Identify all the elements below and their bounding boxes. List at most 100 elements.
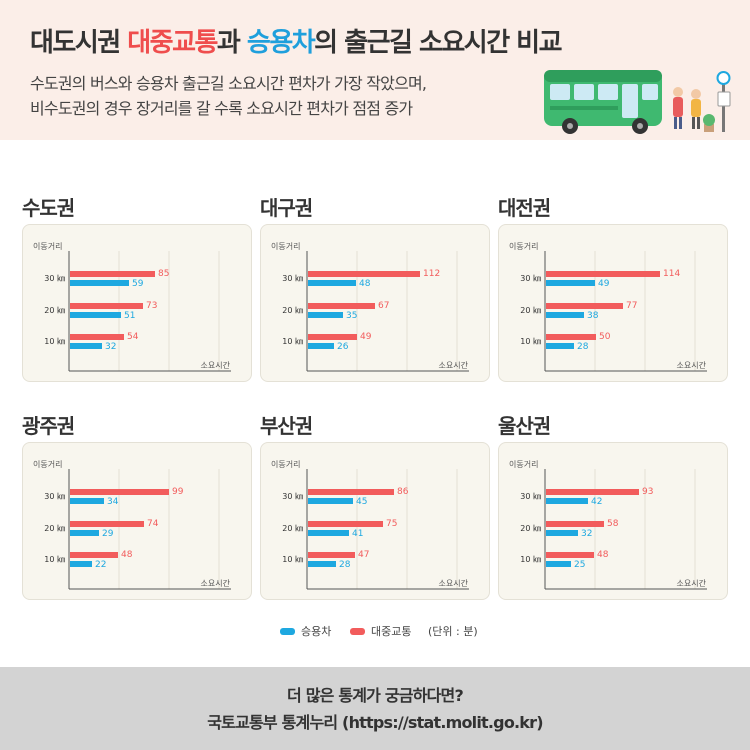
legend-unit-label: (단위 : 분) [428,625,478,638]
data-label-transit: 86 [397,487,409,497]
category-label: 10 ㎞ [44,337,65,346]
bar-transit [70,552,118,558]
y-axis-label: 이동거리 [509,241,538,251]
title-part: 의 출근길 소요시간 비교 [314,28,562,58]
data-label-transit: 49 [360,332,372,342]
data-label-transit: 114 [663,269,680,279]
chart-panel: 이동거리 소요시간 30 ㎞ 112 48 20 ㎞ 67 35 10 ㎞ 49 26 [260,224,490,382]
chart-panel: 이동거리 소요시간 30 ㎞ 93 42 20 ㎞ 58 32 10 ㎞ 48 25 [498,442,728,600]
chart-panel: 이동거리 소요시간 30 ㎞ 99 34 20 ㎞ 74 29 10 ㎞ 48 22 [22,442,252,600]
chart-panel: 이동거리 소요시간 30 ㎞ 86 45 20 ㎞ 75 41 10 ㎞ 47 28 [260,442,490,600]
data-label-car: 42 [591,497,602,507]
bar-car [308,343,334,349]
bar-car [70,498,104,504]
bar-transit [70,334,124,340]
data-label-car: 48 [359,279,371,289]
chart-legend: 승용차 대중교통 (단위 : 분) [0,623,750,643]
data-label-transit: 67 [378,301,389,311]
region-title: 광주권 [22,414,75,438]
y-axis-label: 이동거리 [509,459,538,469]
data-label-transit: 48 [597,550,609,560]
category-label: 10 ㎞ [282,555,303,564]
x-axis-label: 소요시간 [677,578,707,588]
data-label-transit: 74 [147,519,159,529]
data-label-car: 29 [102,529,114,539]
title-transit: 대중교통 [127,28,218,58]
legend-label-car: 승용차 [301,625,332,638]
region-title: 부산권 [260,414,313,438]
region-title: 울산권 [498,414,551,438]
category-label: 20 ㎞ [520,306,541,315]
data-label-transit: 50 [599,332,611,342]
legend-swatch-car [280,627,295,635]
person-icon [673,87,683,97]
bar-transit [546,489,639,495]
data-label-car: 38 [587,311,599,321]
bar-transit [546,552,594,558]
header-bottom-band [0,140,750,150]
bar-car [546,530,578,536]
y-axis-label: 이동거리 [33,459,62,469]
data-label-transit: 47 [358,550,369,560]
data-label-car: 34 [107,497,119,507]
data-label-car: 35 [346,311,357,321]
bar-car [308,312,343,318]
chart-panel: 이동거리 소요시간 30 ㎞ 85 59 20 ㎞ 73 51 10 ㎞ 54 32 [22,224,252,382]
data-label-car: 26 [337,342,349,352]
data-label-car: 49 [598,279,610,289]
page-title: 대도시권 대중교통과 승용차의 출근길 소요시간 비교 [30,22,563,59]
title-car: 승용차 [246,28,316,58]
category-label: 10 ㎞ [520,337,541,346]
data-label-car: 28 [577,342,589,352]
data-label-car: 32 [105,342,116,352]
category-label: 10 ㎞ [520,555,541,564]
y-axis-label: 이동거리 [271,241,300,251]
bar-transit [70,271,155,277]
data-label-car: 51 [124,311,135,321]
legend-swatch-transit [350,627,365,635]
bar-car [70,530,99,536]
bar-transit [70,521,144,527]
bar-transit [308,334,357,340]
bar-car [546,312,584,318]
category-label: 20 ㎞ [44,524,65,533]
data-label-car: 32 [581,529,592,539]
bar-transit [308,552,355,558]
bar-transit [546,271,660,277]
data-label-transit: 73 [146,301,157,311]
footer-link[interactable]: 국토교통부 통계누리 (https://stat.molit.go.kr) [207,713,543,732]
data-label-transit: 77 [626,301,637,311]
data-label-transit: 93 [642,487,653,497]
data-label-car: 41 [352,529,363,539]
bar-transit [70,303,143,309]
bar-transit [546,334,596,340]
bar-car [308,530,349,536]
x-axis-label: 소요시간 [439,578,469,588]
data-label-transit: 58 [607,519,619,529]
data-label-transit: 99 [172,487,184,497]
header-banner: 대도시권 대중교통과 승용차의 출근길 소요시간 비교 수도권의 버스와 승용차… [0,0,750,150]
category-label: 30 ㎞ [520,492,541,501]
category-label: 20 ㎞ [282,306,303,315]
category-label: 10 ㎞ [44,555,65,564]
bar-transit [308,489,394,495]
region-title: 대구권 [260,196,313,220]
bus-illustration [544,70,731,134]
bar-car [546,280,595,286]
bar-transit [308,303,375,309]
bar-car [546,498,588,504]
data-label-car: 22 [95,560,106,570]
x-axis-label: 소요시간 [439,360,469,370]
bar-car [308,280,356,286]
y-axis-label: 이동거리 [33,241,62,251]
data-label-car: 45 [356,497,367,507]
data-label-transit: 75 [386,519,397,529]
bar-car [546,343,574,349]
bar-transit [308,521,383,527]
legend-item-transit: 대중교통 [350,623,411,639]
bar-car [70,280,129,286]
